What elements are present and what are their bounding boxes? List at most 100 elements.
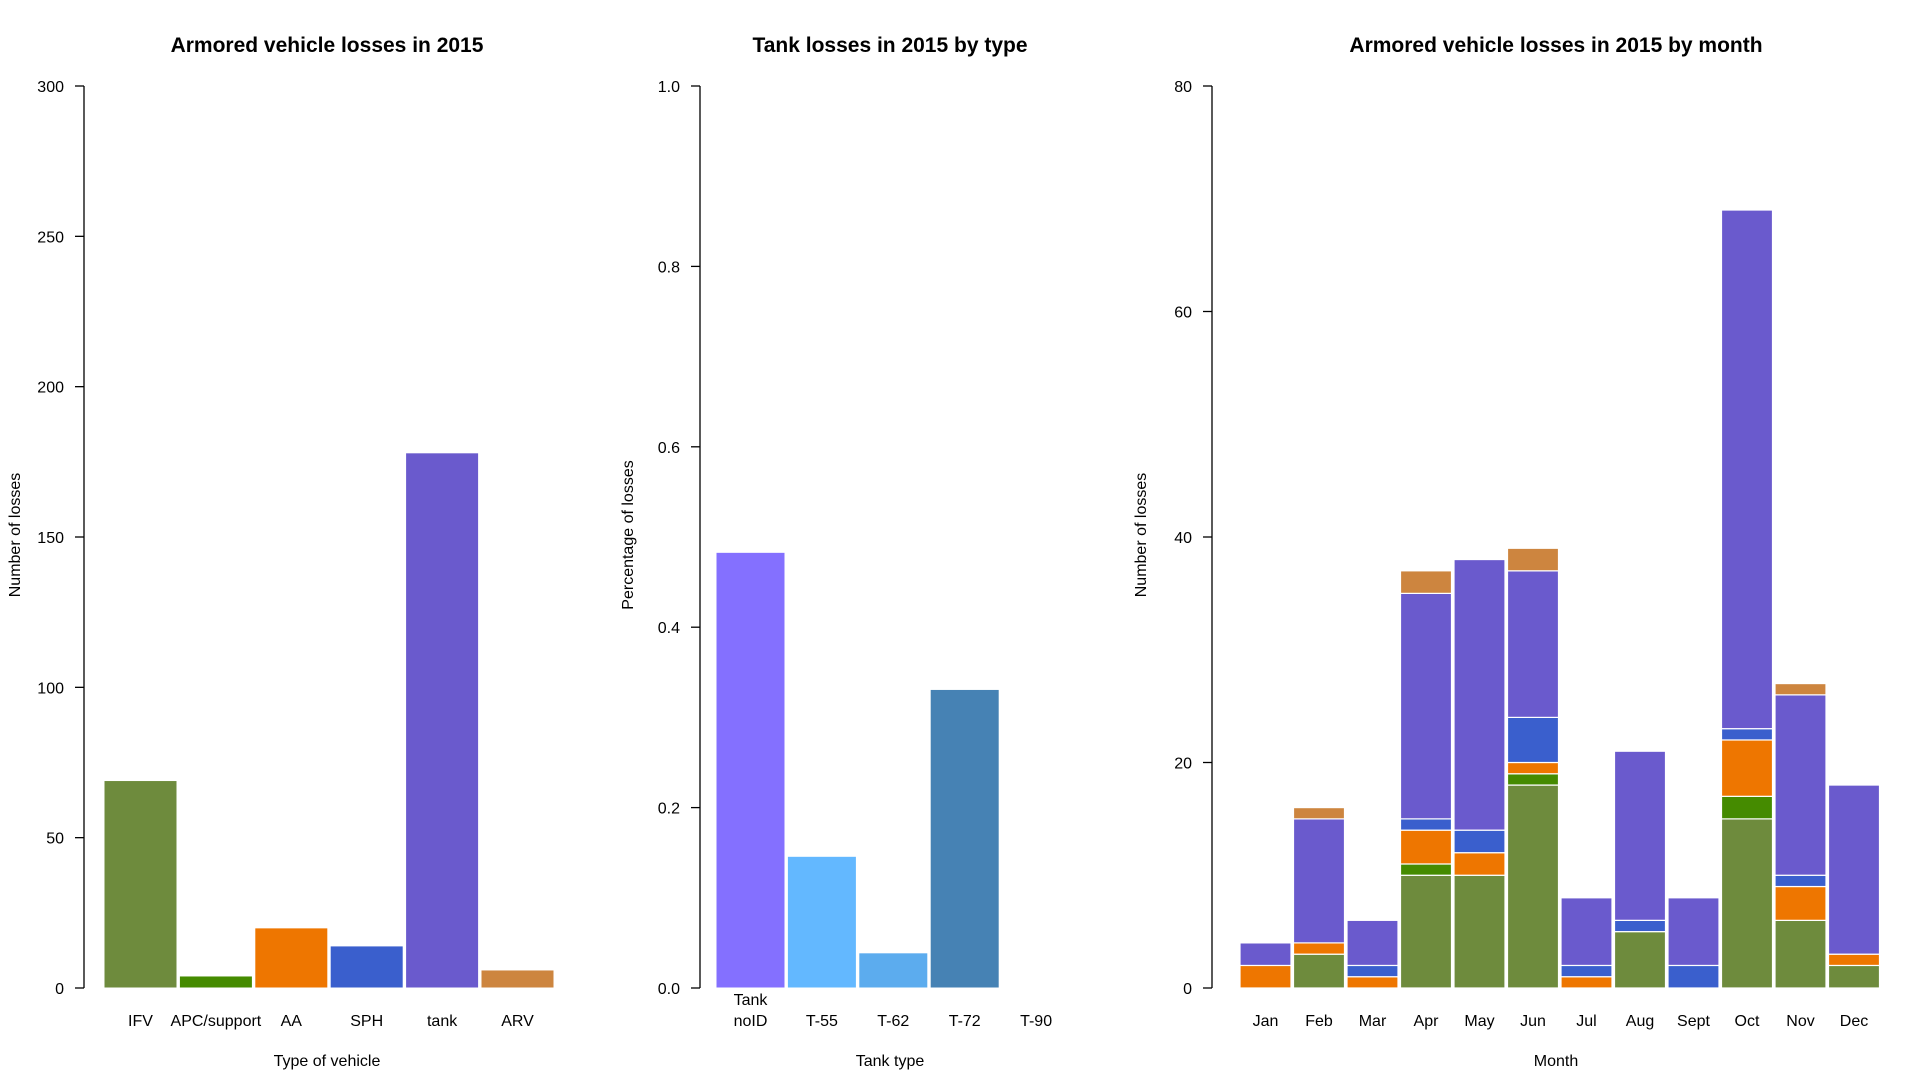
x-tick-label: Feb [1305,1013,1333,1030]
y-tick-label: 0 [55,981,64,998]
y-tick-label: 40 [1174,530,1192,547]
x-axis-label: Type of vehicle [274,1053,381,1070]
y-axis-label: Number of losses [7,473,24,598]
bar-segment [1774,919,1827,989]
y-tick-label: 0.4 [658,620,680,637]
x-tick-label: T-62 [877,1013,909,1030]
y-tick-label: 0 [1183,981,1192,998]
y-tick-label: 250 [37,229,64,246]
bar [329,945,404,989]
bar-segment [1613,931,1667,989]
y-axis-label: Number of losses [1133,473,1150,598]
bar-segment [1292,942,1346,955]
y-tick-label: 60 [1174,305,1192,322]
x-tick-label: Aug [1626,1013,1654,1030]
y-tick-label: 0.2 [658,801,680,818]
bar-segment [1239,942,1292,967]
bar-segment [1720,818,1774,989]
x-tick-label: Mar [1359,1013,1387,1030]
chart-vehicle-type: Armored vehicle losses in 2015 Type of v… [7,34,555,1070]
bar-segment [1613,919,1667,933]
bar-segment [1292,818,1346,944]
y-tick-label: 0.0 [658,981,680,998]
bar-segment [1399,874,1453,989]
bar-segment [1506,784,1560,989]
y-tick-label: 0.6 [658,440,680,457]
x-tick-label: Jul [1576,1013,1596,1030]
y-tick-label: 1.0 [658,79,680,96]
bar-segment [1506,547,1560,572]
x-tick-label: Apr [1414,1013,1440,1030]
bar-segment [1453,829,1506,854]
bar-segment [1506,761,1560,775]
x-axis-label: Month [1534,1053,1578,1070]
bar-segment [1720,728,1774,741]
bar-segment [1774,885,1827,921]
bar-segment [1667,897,1720,967]
x-tick-label: ARV [501,1013,534,1030]
bar [929,688,1000,989]
x-tick-label: Nov [1786,1013,1814,1030]
y-tick-label: 150 [37,530,64,547]
x-tick-labels: IFV APC/support AA SPH tank ARV [128,1013,534,1030]
bar-segment [1506,716,1560,764]
bar-segment [1399,818,1453,831]
bar [786,855,857,989]
chart-title: Armored vehicle losses in 2015 by month [1349,34,1762,57]
bar [405,452,480,989]
y-tick-label: 300 [37,79,64,96]
y-tick-label: 50 [46,831,64,848]
bar-segment [1774,874,1827,888]
x-axis-label: Tank type [856,1053,925,1070]
x-tick-label: T-72 [949,1013,981,1030]
x-tick-label: AA [281,1013,303,1030]
bars [715,551,1000,989]
bar-segment [1399,829,1453,865]
bar-segment [1827,784,1881,955]
bar-segment [1774,682,1827,696]
x-tick-label: Jun [1520,1013,1546,1030]
y-tick-label: 80 [1174,79,1192,96]
y-tick-label: 20 [1174,756,1192,773]
bar-segment [1399,863,1453,876]
bar-segment [1506,773,1560,786]
bar-segment [1560,964,1613,978]
x-tick-labels: Jan Feb Mar Apr May Jun Jul Aug Sept Oct Nov Dec [1253,1013,1869,1030]
bar-segment [1453,558,1506,831]
chart-tank-type: Tank losses in 2015 by type Tank type Pe… [620,34,1052,1070]
chart-title: Armored vehicle losses in 2015 [171,34,484,57]
bars [103,452,555,989]
bar-segment [1506,570,1560,719]
x-tick-label: Sept [1677,1013,1710,1030]
bar [103,780,178,989]
chart-by-month: Armored vehicle losses in 2015 by month … [1133,34,1881,1070]
bar-segment [1453,852,1506,876]
y-axis: 0.0 0.2 0.4 0.6 0.8 1.0 [658,79,701,998]
bar-segment [1720,795,1774,820]
x-tick-label: IFV [128,1013,153,1030]
x-tick-label: T-55 [806,1013,838,1030]
y-tick-label: 0.8 [658,259,680,276]
bar [480,969,555,989]
y-tick-label: 200 [37,380,64,397]
x-tick-label: Tank noID [734,992,769,1030]
y-axis: 0 20 40 60 80 [1174,79,1213,998]
bar-segment [1827,953,1881,967]
bar-segment [1292,806,1346,820]
bar-segment [1292,953,1346,989]
x-tick-label: T-90 [1020,1013,1052,1030]
bar-segment [1560,976,1613,989]
bar-segment [1667,964,1720,989]
bar-segment [1827,964,1881,989]
bar-segment [1346,964,1399,978]
bar [178,975,253,989]
x-tick-label: Jan [1253,1013,1279,1030]
bar-segment [1720,739,1774,797]
y-tick-label: 100 [37,680,64,697]
bar-segment [1346,976,1399,989]
bar-segment [1613,750,1667,921]
x-tick-label: Oct [1735,1013,1760,1030]
x-tick-label: APC/support [171,1013,262,1030]
x-tick-label: SPH [350,1013,383,1030]
